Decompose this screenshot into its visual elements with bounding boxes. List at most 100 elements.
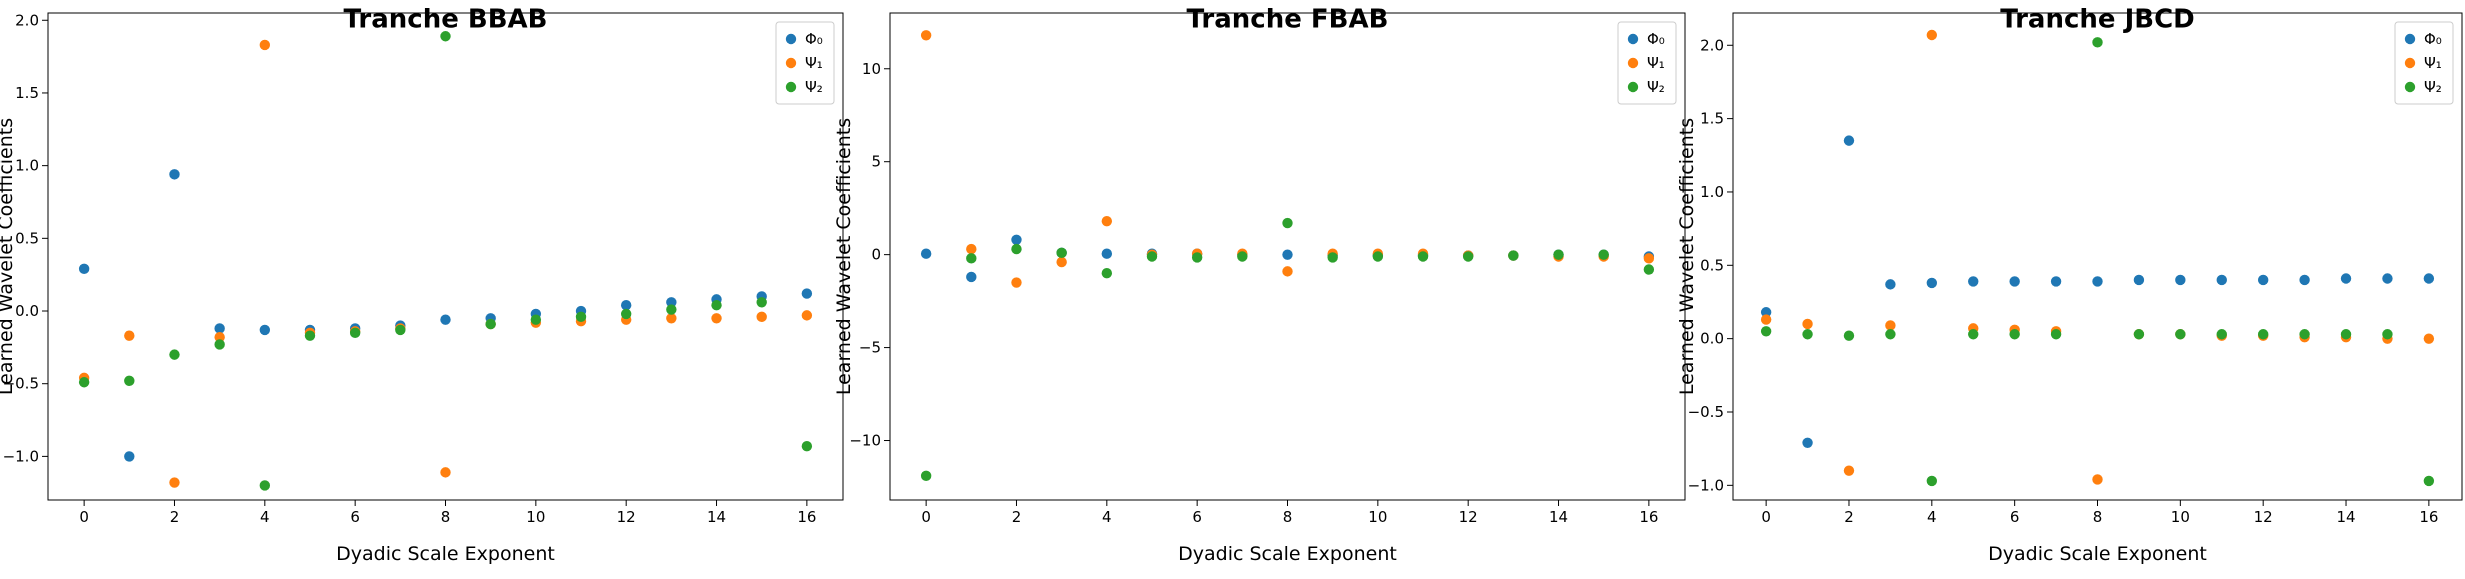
y-axis-label: Learned Wavelet Coefficients — [1676, 118, 1698, 395]
series-1 — [1760, 135, 2435, 448]
data-point — [2009, 329, 2020, 340]
y-tick-label: 1.5 — [15, 84, 39, 102]
x-tick-label: 8 — [441, 508, 451, 526]
x-axis-label: Dyadic Scale Exponent — [1178, 543, 1397, 565]
x-axis-label: Dyadic Scale Exponent — [1988, 543, 2207, 565]
data-point — [2133, 329, 2145, 340]
chart-panel-1: Tranche BBAB 0 2 4 6 8 10 12 14 16 −1.0 −0.5 0.0 0.5 1… — [0, 4, 844, 565]
y-tick-label: 2.0 — [15, 11, 39, 29]
data-point — [1843, 330, 1855, 341]
x-tick-label: 4 — [1927, 508, 1937, 526]
data-point — [2340, 329, 2352, 340]
data-point — [2423, 475, 2435, 487]
data-point — [395, 324, 406, 336]
data-point — [1011, 234, 1022, 245]
legend-entry-label: Φ₀ — [2424, 30, 2442, 48]
data-point — [666, 304, 677, 315]
data-point — [259, 39, 271, 51]
data-point — [1968, 276, 1979, 287]
data-point — [1968, 329, 1979, 340]
data-point — [1372, 251, 1384, 262]
data-point — [920, 30, 932, 41]
data-point — [711, 300, 722, 311]
y-tick-label: −10 — [849, 432, 881, 450]
data-point — [1417, 251, 1429, 262]
data-point — [1885, 320, 1896, 331]
data-point — [2175, 274, 2186, 286]
data-point — [666, 313, 677, 324]
data-point — [2423, 333, 2435, 344]
data-point — [78, 263, 90, 275]
data-point — [1926, 277, 1938, 289]
x-tick-label: 12 — [2254, 508, 2273, 526]
y-tick-label: 0 — [871, 246, 881, 264]
y-tick-label: 0.5 — [15, 229, 39, 247]
y-tick-label: −1.0 — [3, 447, 39, 465]
data-point — [1191, 252, 1203, 263]
x-tick-label: 2 — [1844, 508, 1854, 526]
chart-panel-2: Tranche FBAB 0 2 4 6 8 10 12 14 16 −10 −5 0 5 10 Dyadic… — [833, 4, 1686, 565]
series-3 — [1760, 37, 2435, 487]
y-tick-label: 0.5 — [1700, 256, 1724, 274]
legend-marker — [1627, 81, 1639, 93]
series-3 — [920, 217, 1655, 482]
data-point — [1643, 264, 1655, 275]
data-point — [169, 169, 180, 180]
legend-entry-label: Ψ₁ — [1647, 54, 1665, 72]
data-point — [440, 314, 451, 325]
data-point — [1553, 249, 1564, 260]
data-point — [1101, 248, 1113, 259]
data-point — [214, 323, 225, 334]
data-point — [2133, 274, 2145, 286]
data-point — [1760, 307, 1772, 318]
data-point — [349, 327, 361, 339]
data-point — [801, 441, 813, 452]
data-point — [2092, 276, 2103, 287]
series-2 — [1760, 29, 2435, 485]
data-point — [1101, 215, 1113, 227]
data-point — [124, 451, 135, 462]
data-point — [756, 297, 767, 308]
y-tick-label: −0.5 — [1688, 403, 1724, 421]
data-point — [440, 31, 451, 42]
x-tick-label: 6 — [1192, 508, 1202, 526]
data-point — [1282, 217, 1293, 229]
legend-entry-label: Φ₀ — [1647, 30, 1665, 48]
legend-marker — [785, 33, 797, 45]
x-tick-label: 0 — [1761, 508, 1771, 526]
data-point — [169, 477, 180, 488]
data-point — [78, 377, 90, 388]
data-point — [2382, 329, 2393, 340]
data-point — [1462, 251, 1474, 262]
series-2 — [920, 30, 1655, 288]
data-point — [214, 339, 225, 350]
data-point — [1056, 247, 1067, 258]
x-tick-label: 14 — [2336, 508, 2355, 526]
y-tick-label: −5 — [859, 339, 881, 357]
data-point — [2423, 273, 2435, 284]
data-point — [1802, 318, 1813, 330]
data-point — [124, 375, 135, 386]
data-point — [1926, 475, 1938, 487]
y-tick-label: 10 — [862, 60, 881, 78]
x-tick-label: 10 — [2171, 508, 2190, 526]
y-tick-label: 1.5 — [1700, 110, 1724, 128]
data-point — [920, 248, 932, 259]
legend-marker — [2404, 81, 2416, 93]
data-point — [801, 310, 813, 321]
data-point — [259, 480, 271, 491]
data-point — [1643, 253, 1655, 264]
x-tick-label: 2 — [1012, 508, 1022, 526]
data-point — [966, 253, 977, 264]
data-point — [1802, 329, 1813, 340]
data-point — [440, 467, 451, 478]
legend: Φ₀ Ψ₁ Ψ₂ — [2394, 21, 2454, 105]
x-tick-label: 16 — [2419, 508, 2438, 526]
y-tick-label: 5 — [871, 153, 881, 171]
data-point — [2009, 276, 2020, 287]
chart-title: Tranche FBAB — [1187, 4, 1389, 34]
data-point — [1843, 465, 1855, 476]
data-point — [1843, 135, 1855, 146]
data-point — [2050, 329, 2062, 340]
